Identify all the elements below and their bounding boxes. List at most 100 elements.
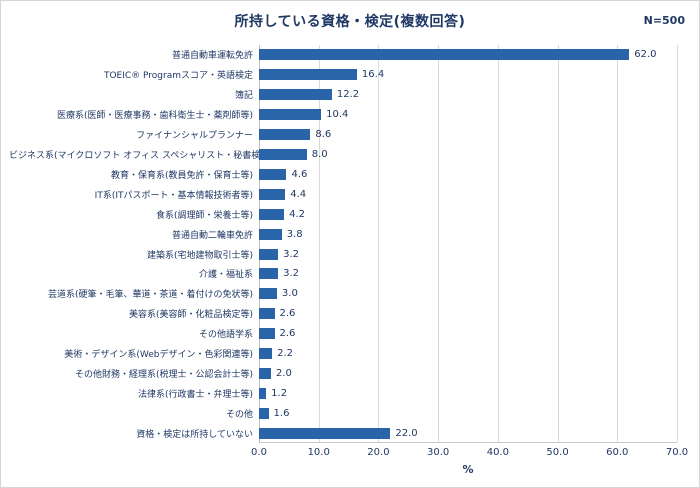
bar-row: 法律系(行政書士・弁理士等) 1.2 <box>9 383 677 403</box>
value-label: 3.0 <box>281 288 298 300</box>
bar <box>259 109 322 121</box>
bar-track: 4.2 <box>259 204 677 224</box>
value-label: 2.6 <box>279 308 296 320</box>
bar-track: 3.8 <box>259 224 677 244</box>
value-label: 10.4 <box>326 109 349 121</box>
value-label: 3.8 <box>286 228 303 240</box>
bar-row: 芸道系(硬筆・毛筆、華道・茶道・着付けの免状等) 3.0 <box>9 284 677 304</box>
value-label: 1.6 <box>273 407 290 419</box>
x-tick-label: 0.0 <box>251 447 267 458</box>
bar-track: 2.2 <box>259 344 677 364</box>
bar-track: 1.2 <box>259 383 677 403</box>
bar-track: 3.0 <box>259 284 677 304</box>
bar-track: 8.6 <box>259 125 677 145</box>
bar-rows: 普通自動車運転免許 62.0 TOEIC® Programスコア・英語検定 16.4 簿… <box>9 45 677 443</box>
bar <box>259 387 267 399</box>
bar-track: 62.0 <box>259 45 677 65</box>
category-label: ファイナンシャルプランナー <box>136 131 253 142</box>
value-label: 4.4 <box>290 188 307 200</box>
x-axis-ticks: 0.0 10.0 20.0 30.0 40.0 50.0 60.0 70.0 <box>251 443 688 458</box>
x-tick-label: 50.0 <box>546 447 569 458</box>
x-tick-label: 20.0 <box>367 447 390 458</box>
bar-track: 2.6 <box>259 304 677 324</box>
bar <box>259 129 311 141</box>
category-label: 美術・デザイン系(Webデザイン・色彩関連等) <box>64 350 253 361</box>
bar <box>259 69 357 81</box>
bar-row: その他 1.6 <box>9 403 677 423</box>
value-label: 8.6 <box>315 129 332 141</box>
bar <box>259 407 269 419</box>
value-label: 2.0 <box>275 367 292 379</box>
value-label: 16.4 <box>361 69 385 81</box>
gridline <box>378 45 380 442</box>
category-label: 芸道系(硬筆・毛筆、華道・茶道・着付けの免状等) <box>47 290 253 301</box>
value-label: 1.2 <box>271 387 288 399</box>
value-label: 3.2 <box>283 248 299 260</box>
bar <box>259 367 271 379</box>
x-tick-label: 40.0 <box>486 447 509 458</box>
bar <box>259 427 391 439</box>
value-label: 2.6 <box>279 328 296 340</box>
bar <box>259 148 307 160</box>
value-label: 4.2 <box>289 208 305 220</box>
bar <box>259 208 285 220</box>
bar-track: 2.0 <box>259 364 677 384</box>
bar-row: 簿記 12.2 <box>9 85 677 105</box>
chart-title: 所持している資格・検定(複数回答) <box>234 14 466 30</box>
category-label: 資格・検定は所持していない <box>136 429 253 440</box>
bar <box>259 188 286 200</box>
x-axis-label: % <box>462 463 474 476</box>
bar-track: 12.2 <box>259 85 677 105</box>
category-label: 教育・保育系(教員免許・保育士等) <box>110 170 253 181</box>
category-label: IT系(ITパスポート・基本情報技術者等) <box>94 190 253 201</box>
bar-track: 16.4 <box>259 65 677 85</box>
bar-track: 10.4 <box>259 105 677 125</box>
sample-size-label: N=500 <box>643 14 685 27</box>
bar-row: 介護・福祉系 3.2 <box>9 264 677 284</box>
value-label: 22.0 <box>395 427 418 439</box>
bar-row: その他語学系 2.6 <box>9 324 677 344</box>
bar-row: 普通自動二輪車免許 3.8 <box>9 224 677 244</box>
category-label: その他 <box>225 409 253 420</box>
bar-track: 1.6 <box>259 403 677 423</box>
bar-chart: 普通自動車運転免許 62.0 TOEIC® Programスコア・英語検定 16.4 簿… <box>9 45 688 476</box>
gridline <box>438 45 440 442</box>
bar-row: ファイナンシャルプランナー 8.6 <box>9 125 677 145</box>
value-label: 62.0 <box>634 49 657 61</box>
category-label: 介護・福祉系 <box>198 270 253 281</box>
bar-track: 4.6 <box>259 164 677 184</box>
category-label: 普通自動二輪車免許 <box>171 230 253 241</box>
category-label: 法律系(行政書士・弁理士等) <box>137 389 253 400</box>
bar-row: 医療系(医師・医療事務・歯科衛生士・薬剤師等) 10.4 <box>9 105 677 125</box>
bar-row: TOEIC® Programスコア・英語検定 16.4 <box>9 65 677 85</box>
x-tick-label: 30.0 <box>427 447 450 458</box>
bar-track: 3.2 <box>259 264 677 284</box>
x-tick-label: 10.0 <box>307 447 330 458</box>
category-label: その他財務・経理系(税理士・公認会計士等) <box>74 369 253 380</box>
bar-row: 教育・保育系(教員免許・保育士等) 4.6 <box>9 164 677 184</box>
category-label: 医療系(医師・医療事務・歯科衛生士・薬剤師等) <box>56 111 253 122</box>
plot-area <box>259 45 678 443</box>
category-label: 美容系(美容師・化粧品検定等) <box>128 310 253 321</box>
value-label: 8.0 <box>311 148 328 160</box>
bar <box>259 248 279 260</box>
value-label: 3.2 <box>283 268 299 280</box>
bar-row: 食系(調理師・栄養士等) 4.2 <box>9 204 677 224</box>
bar <box>259 89 332 101</box>
bar-row: ビジネス系(マイクロソフト オフィス スペシャリスト・秘書検定等) 8.0 <box>9 145 677 165</box>
bar <box>259 228 282 240</box>
bar-row: IT系(ITパスポート・基本情報技術者等) 4.4 <box>9 184 677 204</box>
bar <box>259 348 273 360</box>
bar-row: 建築系(宅地建物取引士等) 3.2 <box>9 244 677 264</box>
category-label: 食系(調理師・栄養士等) <box>155 210 253 221</box>
bar <box>259 328 275 340</box>
x-tick-label: 70.0 <box>665 447 689 458</box>
bar-track: 8.0 <box>259 145 677 165</box>
bar-track: 2.6 <box>259 324 677 344</box>
category-label: その他語学系 <box>198 330 253 341</box>
bar-row: 資格・検定は所持していない 22.0 <box>9 423 677 443</box>
gridline <box>677 45 678 442</box>
bar-track: 4.4 <box>259 184 677 204</box>
category-label: 普通自動車運転免許 <box>171 51 253 62</box>
